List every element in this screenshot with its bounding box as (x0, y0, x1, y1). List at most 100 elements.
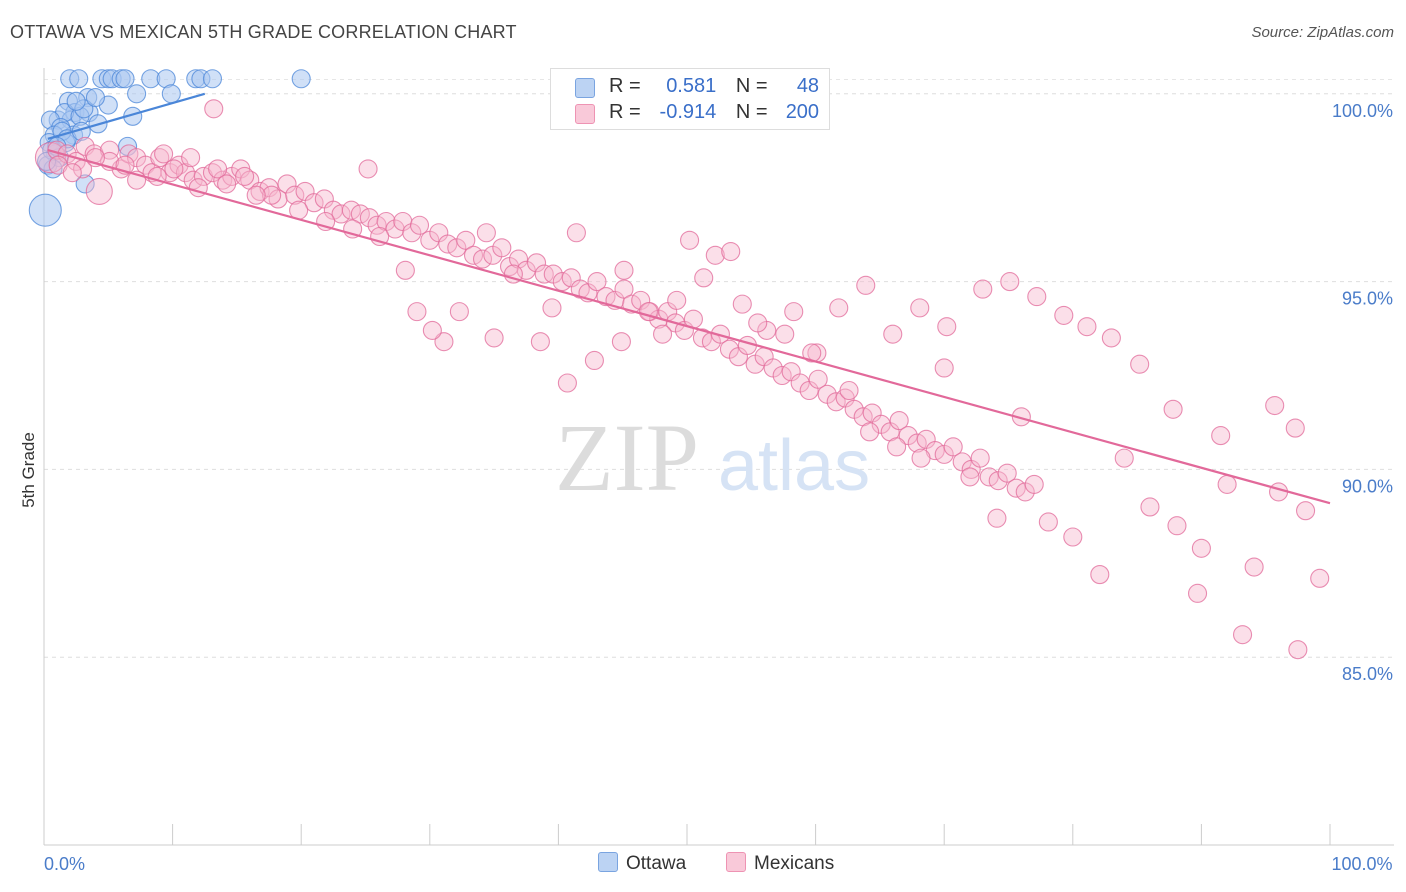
mexicans-point (934, 358, 954, 378)
mexicans-point (472, 249, 493, 269)
mexicans-point (484, 328, 504, 348)
mexicans-point (1265, 395, 1285, 416)
mexicans-point (1130, 354, 1150, 374)
mexicans-point (85, 177, 113, 205)
bottom-legend-label-ottawa: Ottawa (626, 853, 687, 874)
legend-r-value: 0.581 (666, 75, 717, 97)
mexicans-point (1024, 474, 1044, 494)
mexicans-point (1211, 426, 1231, 446)
mexicans-point (1101, 328, 1121, 348)
mexicans-point (175, 163, 196, 183)
mexicans-point (839, 380, 859, 401)
y-tick-label: 100.0% (1332, 101, 1393, 121)
ottawa-point (66, 91, 86, 111)
legend-n-label: N = (735, 75, 768, 97)
bottom-legend-label-mexicans: Mexicans (754, 853, 835, 874)
y-tick-label: 90.0% (1342, 476, 1393, 496)
mexicans-point (1140, 497, 1160, 517)
mexicans-point (705, 245, 725, 265)
mexicans-point (721, 241, 741, 262)
mexicans-point (883, 324, 903, 344)
ottawa-trend-line (47, 92, 206, 140)
legend-r-label: R = (609, 101, 641, 123)
mexicans-point (449, 302, 469, 322)
mexicans-point (331, 204, 351, 224)
mexicans-point (542, 298, 562, 318)
mexicans-point (208, 159, 228, 179)
mexicans-trend-line (47, 149, 1331, 505)
mexicans-point (587, 272, 607, 292)
x-tick-label: 0.0% (44, 854, 85, 874)
mexicans-point (262, 185, 282, 205)
mexicans-point (150, 148, 170, 168)
x-tick-labels: 0.0% 100.0% (44, 854, 1393, 874)
bottom-legend-mexicans: Mexicans (726, 852, 834, 875)
mexicans-point (1285, 418, 1305, 438)
mexicans-point (285, 185, 305, 205)
mexicans-point (973, 279, 993, 299)
mexicans-point (246, 185, 266, 205)
legend-n-label: N = (735, 101, 768, 123)
bottom-legend-swatch-ottawa (598, 852, 618, 872)
mexicans-point (169, 155, 189, 175)
mexicans-point (860, 422, 880, 442)
mexicans-point (1077, 317, 1097, 337)
mexicans-point (217, 174, 237, 194)
mexicans-point (456, 230, 476, 250)
mexicans-point (277, 174, 297, 194)
ottawa-point (202, 69, 223, 89)
ottawa-point (69, 69, 89, 89)
mexicans-point (910, 298, 930, 318)
ottawa-point (85, 87, 105, 108)
legend-swatch-mexicans (575, 104, 595, 124)
mexicans-point (911, 448, 931, 468)
legend-n-value: 200 (785, 101, 820, 123)
mexicans-point (997, 463, 1017, 483)
mexicans-point (1167, 516, 1187, 536)
mexicans-point (1163, 399, 1183, 419)
mexicans-point (802, 343, 822, 363)
mexicans-point (422, 320, 442, 340)
mexicans-point (680, 230, 700, 250)
mexicans-point (1310, 568, 1330, 588)
ottawa-point (291, 69, 311, 89)
mexicans-point (1187, 583, 1208, 603)
mexicans-point (1191, 538, 1211, 558)
mexicans-point (970, 448, 990, 468)
mexicans-point (808, 369, 828, 389)
mexicans-point (1063, 527, 1083, 547)
mexicans-point (937, 317, 957, 337)
source-label: Source: ZipAtlas.com (1251, 24, 1394, 41)
bottom-legend-ottawa: Ottawa (598, 852, 686, 875)
mexicans-point (402, 223, 422, 243)
legend-r-label: R = (609, 75, 641, 97)
legend-r-value: -0.914 (659, 101, 717, 123)
mexicans-point (694, 268, 714, 288)
mexicans-point (526, 253, 547, 273)
mexicans-point (653, 324, 673, 344)
mexicans-point (557, 373, 577, 393)
watermark-atlas: atlas (718, 426, 870, 506)
mexicans-point (1000, 272, 1020, 292)
mexicans-point (784, 302, 804, 322)
mexicans-point (943, 437, 963, 457)
mexicans-point (987, 508, 1007, 528)
y-axis-label: 5th Grade (19, 432, 38, 508)
mexicans-point (887, 437, 907, 457)
mexicans-point (1244, 557, 1264, 577)
mexicans-point (775, 324, 795, 344)
mexicans-point (62, 163, 82, 183)
ottawa-point (127, 84, 147, 104)
mexicans-point (960, 467, 980, 487)
data-points (28, 69, 1330, 660)
mexicans-point (889, 411, 909, 431)
mexicans-point (748, 313, 768, 333)
mexicans-point (1233, 625, 1253, 645)
mexicans-point (856, 275, 876, 295)
mexicans-point (1269, 482, 1289, 502)
mexicans-point (611, 332, 631, 352)
mexicans-point (34, 142, 66, 174)
mexicans-point (710, 324, 730, 344)
mexicans-point (516, 260, 536, 280)
